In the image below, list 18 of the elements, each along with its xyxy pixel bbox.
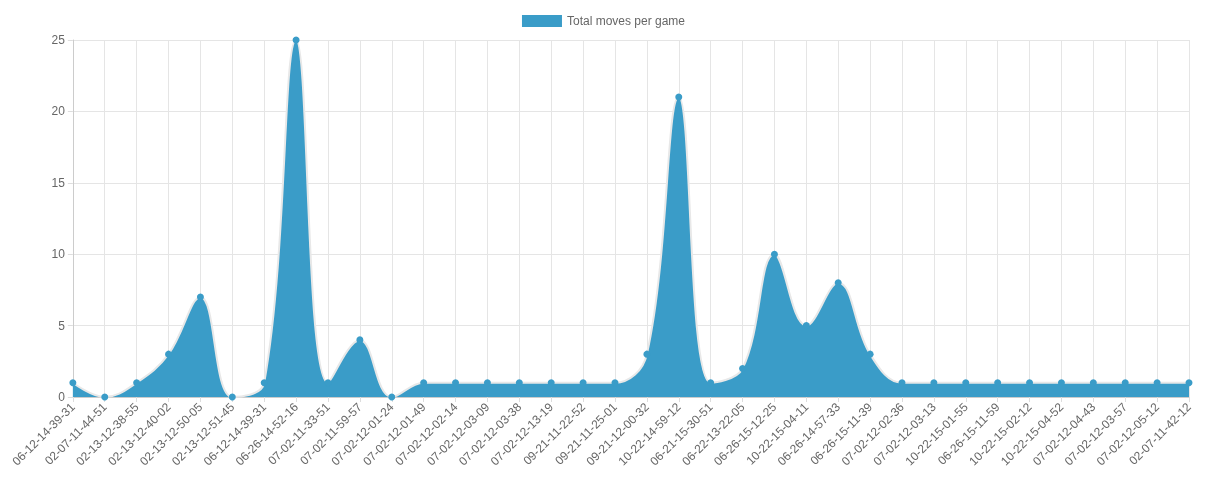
y-tick-label: 20 xyxy=(51,104,66,119)
point xyxy=(133,379,141,387)
point xyxy=(866,350,874,358)
point xyxy=(770,250,778,258)
y-tick-label: 0 xyxy=(58,390,66,404)
point xyxy=(1185,379,1193,387)
point xyxy=(228,393,236,401)
point xyxy=(101,393,109,401)
legend-label: Total moves per game xyxy=(566,14,686,28)
point xyxy=(356,336,364,344)
point xyxy=(69,379,77,387)
point xyxy=(675,93,683,101)
point xyxy=(196,293,204,301)
y-tick-label: 10 xyxy=(51,247,66,262)
y-tick-label: 25 xyxy=(51,33,66,47)
y-tick-label: 15 xyxy=(51,175,66,190)
point xyxy=(388,393,396,401)
y-tick-label: 5 xyxy=(58,318,66,333)
